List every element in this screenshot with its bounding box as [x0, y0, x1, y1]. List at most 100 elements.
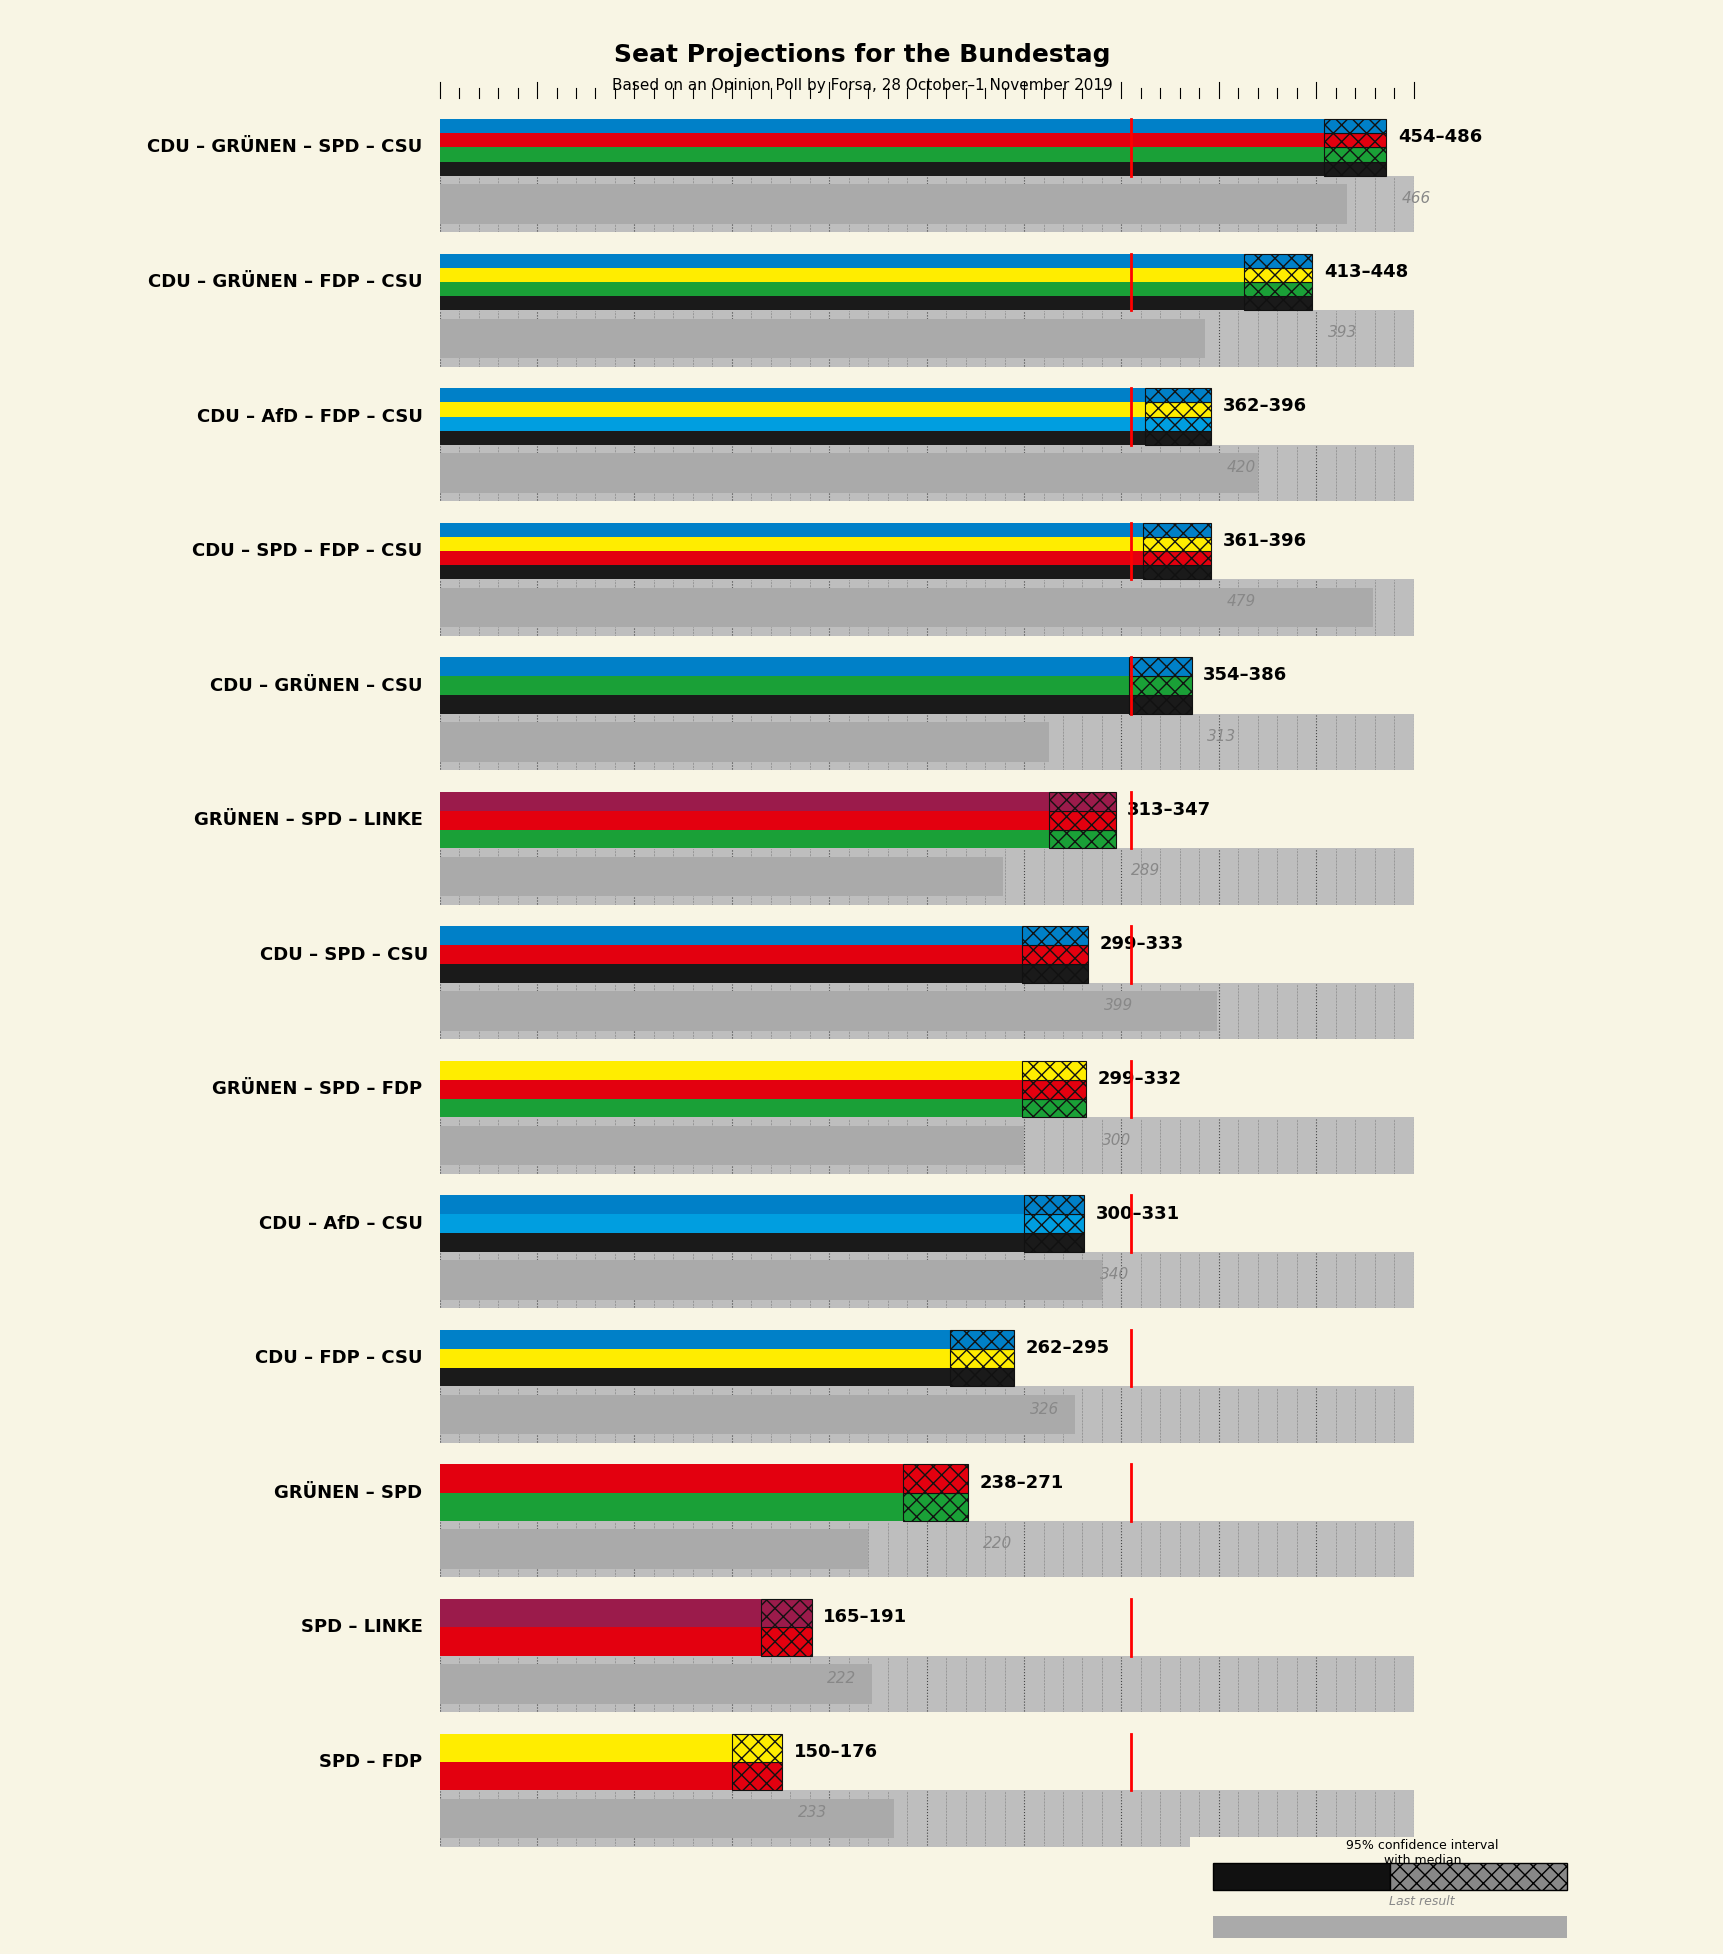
Bar: [439, 176, 1413, 233]
Text: 238–271: 238–271: [979, 1473, 1063, 1491]
Bar: [439, 657, 1129, 676]
Bar: [439, 119, 1323, 133]
Bar: [439, 147, 1323, 162]
Bar: [439, 1331, 949, 1348]
Text: CDU – GRÜNEN – CSU: CDU – GRÜNEN – CSU: [210, 676, 422, 694]
Bar: [439, 1233, 1023, 1253]
Bar: [1022, 1081, 1085, 1098]
Bar: [1129, 657, 1191, 676]
Text: 354–386: 354–386: [1203, 666, 1287, 684]
Bar: [439, 1098, 1022, 1118]
Bar: [439, 588, 1372, 627]
Bar: [439, 983, 1413, 1040]
Bar: [1244, 281, 1311, 297]
Bar: [1142, 524, 1210, 537]
Bar: [439, 389, 1144, 403]
Text: 300–331: 300–331: [1096, 1204, 1180, 1223]
Text: 454–486: 454–486: [1397, 129, 1482, 147]
Bar: [439, 1628, 760, 1655]
Bar: [439, 416, 1144, 430]
Text: CDU – SPD – FDP – CSU: CDU – SPD – FDP – CSU: [191, 541, 422, 561]
Bar: [439, 1530, 868, 1569]
Text: 150–176: 150–176: [794, 1743, 877, 1761]
Bar: [439, 946, 1022, 963]
Text: 413–448: 413–448: [1323, 264, 1408, 281]
Bar: [1144, 430, 1210, 446]
Text: SPD – LINKE: SPD – LINKE: [300, 1618, 422, 1635]
Bar: [439, 319, 1204, 358]
Bar: [1323, 133, 1385, 147]
Bar: [760, 1598, 812, 1628]
Bar: [1144, 403, 1210, 416]
Bar: [1142, 537, 1210, 551]
Bar: [760, 1628, 812, 1655]
Bar: [439, 1387, 1413, 1442]
Text: GRÜNEN – SPD: GRÜNEN – SPD: [274, 1483, 422, 1503]
Bar: [439, 1081, 1022, 1098]
Bar: [439, 1126, 1023, 1165]
Bar: [439, 791, 1049, 811]
Bar: [439, 551, 1142, 565]
Bar: [439, 184, 1347, 225]
Text: 300: 300: [1101, 1133, 1130, 1147]
Bar: [1023, 1213, 1084, 1233]
Bar: [1049, 811, 1115, 830]
Bar: [439, 403, 1144, 416]
Text: 95% confidence interval
with median: 95% confidence interval with median: [1346, 1839, 1497, 1866]
Bar: [1022, 963, 1087, 983]
Bar: [439, 1464, 903, 1493]
Bar: [439, 1520, 1413, 1577]
Text: CDU – AfD – FDP – CSU: CDU – AfD – FDP – CSU: [196, 408, 422, 426]
Bar: [1144, 416, 1210, 430]
Bar: [949, 1368, 1013, 1387]
Bar: [1244, 297, 1311, 311]
Bar: [1022, 926, 1087, 946]
Text: 340: 340: [1099, 1266, 1129, 1282]
Text: 479: 479: [1227, 594, 1254, 610]
Bar: [439, 1395, 1073, 1434]
Bar: [439, 1798, 893, 1839]
Text: 289: 289: [1130, 864, 1160, 879]
Bar: [439, 1655, 1413, 1712]
Text: 393: 393: [1327, 326, 1356, 340]
Bar: [903, 1493, 967, 1520]
Bar: [1213, 1917, 1566, 1938]
Bar: [1022, 1098, 1085, 1118]
Bar: [439, 1213, 1023, 1233]
Text: 399: 399: [1103, 998, 1132, 1012]
Bar: [439, 926, 1022, 946]
Bar: [439, 133, 1323, 147]
Text: Last result: Last result: [1389, 1895, 1454, 1907]
Bar: [439, 856, 1003, 897]
Bar: [439, 1368, 949, 1387]
Bar: [732, 1763, 782, 1790]
Text: CDU – GRÜNEN – SPD – CSU: CDU – GRÜNEN – SPD – CSU: [146, 139, 422, 156]
Bar: [439, 696, 1129, 713]
Bar: [439, 991, 1216, 1032]
Bar: [949, 1331, 1013, 1348]
Bar: [1389, 1862, 1566, 1891]
Text: GRÜNEN – SPD – LINKE: GRÜNEN – SPD – LINKE: [193, 811, 422, 828]
Bar: [439, 1118, 1413, 1174]
Bar: [439, 254, 1244, 268]
Bar: [439, 1260, 1101, 1299]
Text: 466: 466: [1401, 191, 1430, 205]
Bar: [439, 311, 1413, 367]
Bar: [439, 1598, 760, 1628]
Bar: [439, 524, 1142, 537]
Text: SPD – FDP: SPD – FDP: [319, 1753, 422, 1770]
Bar: [439, 830, 1049, 848]
Bar: [1129, 696, 1191, 713]
Bar: [439, 1733, 732, 1763]
Bar: [1323, 119, 1385, 133]
Text: 420: 420: [1227, 459, 1254, 475]
Bar: [439, 578, 1413, 635]
Bar: [439, 1790, 1413, 1847]
Bar: [1023, 1196, 1084, 1213]
Text: 220: 220: [982, 1536, 1011, 1551]
Bar: [439, 1253, 1413, 1309]
Bar: [439, 676, 1129, 696]
Bar: [1129, 676, 1191, 696]
Text: 361–396: 361–396: [1222, 531, 1306, 549]
Bar: [1323, 147, 1385, 162]
